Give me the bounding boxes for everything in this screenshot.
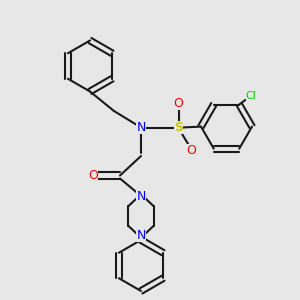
Text: S: S	[174, 121, 183, 134]
Text: N: N	[136, 229, 146, 242]
Text: O: O	[174, 97, 183, 110]
Text: N: N	[136, 121, 146, 134]
Text: O: O	[187, 143, 196, 157]
Text: O: O	[88, 169, 98, 182]
Text: N: N	[136, 190, 146, 203]
Text: Cl: Cl	[246, 91, 257, 100]
